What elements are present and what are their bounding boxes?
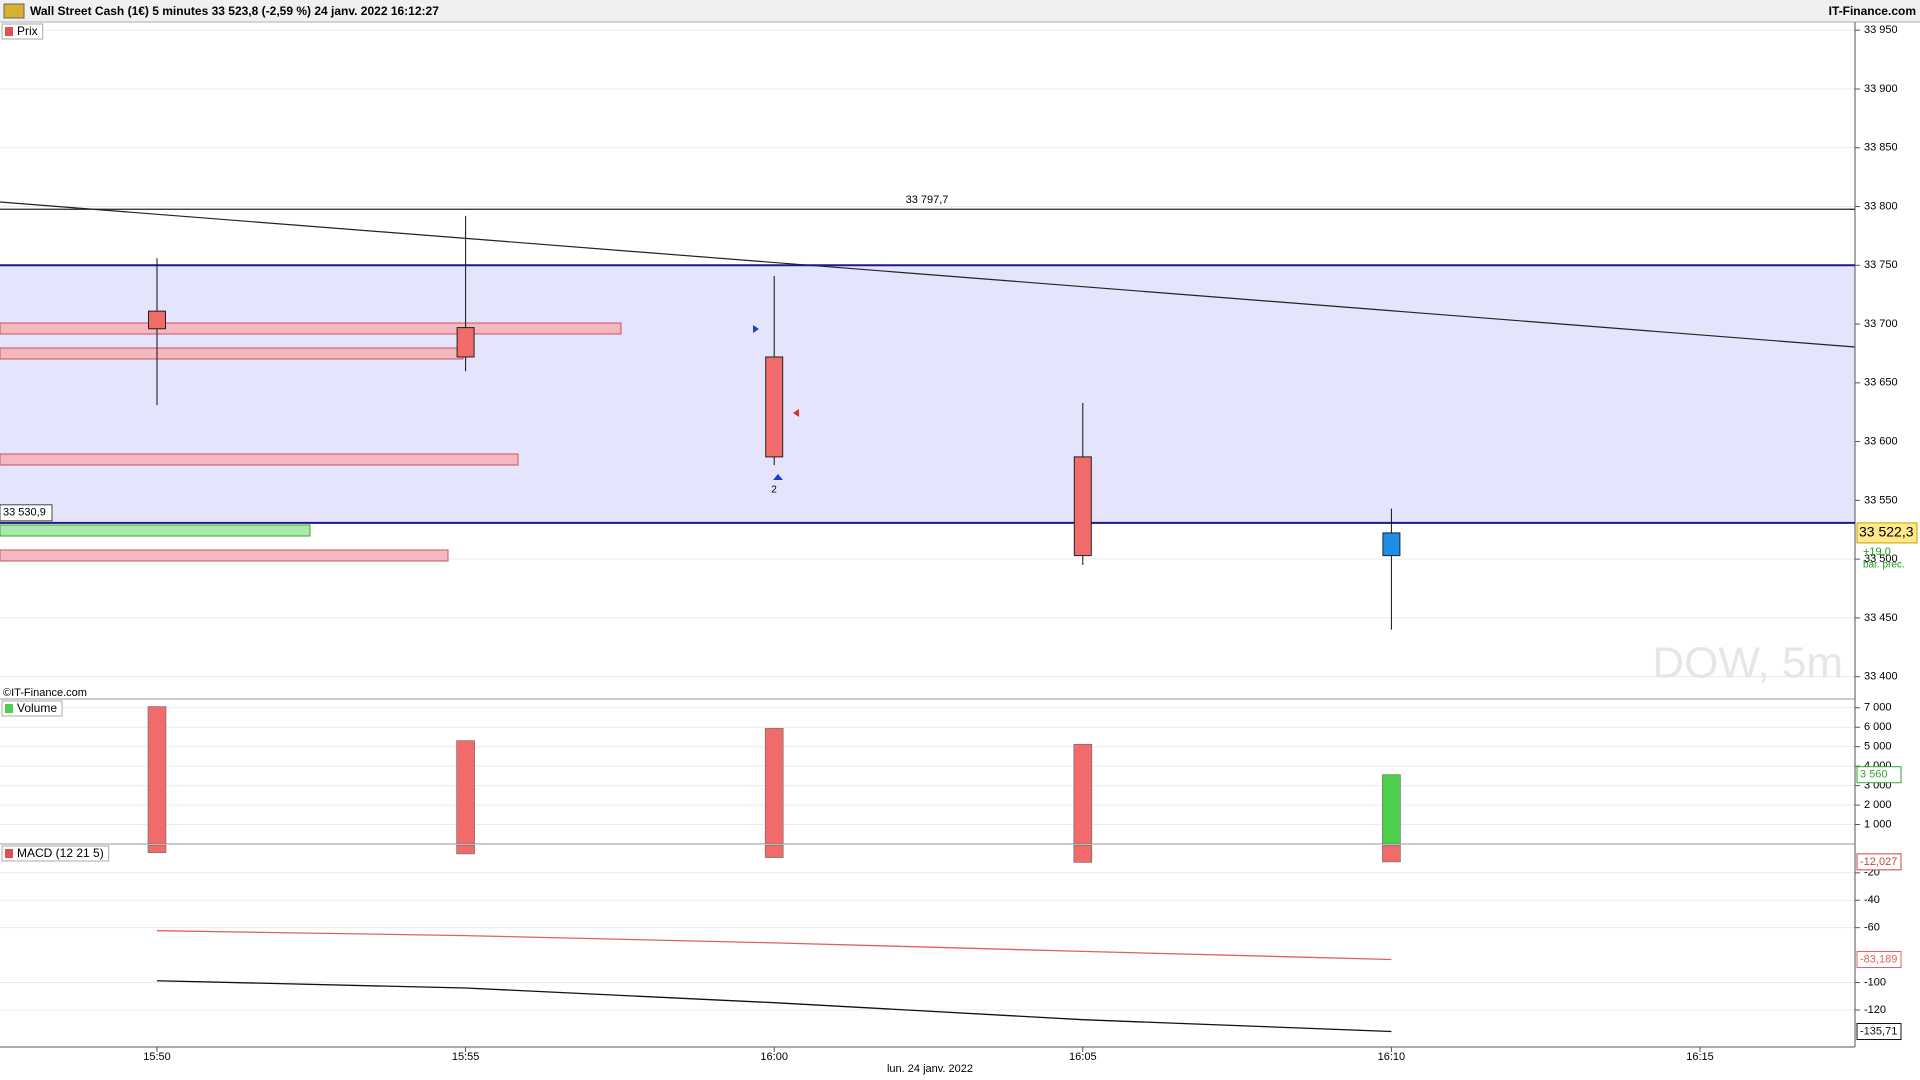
panel-title: Volume xyxy=(17,701,57,715)
background-layer xyxy=(0,29,1855,1048)
macd-line xyxy=(156,930,1392,961)
signal-arrow xyxy=(753,325,759,333)
axis-value-label: 3 560 xyxy=(1860,769,1888,781)
y-tick-label: 33 800 xyxy=(1864,200,1898,212)
volume-bar xyxy=(456,740,475,845)
y-tick-label: 7 000 xyxy=(1864,702,1892,714)
panel-icon xyxy=(5,704,13,713)
macd-histogram-bar xyxy=(1382,845,1401,863)
candle-body xyxy=(1382,532,1401,557)
y-tick-label: 33 400 xyxy=(1864,671,1898,683)
x-tick-label: 16:00 xyxy=(760,1051,788,1063)
volume-bar xyxy=(147,706,167,845)
axis-value-box xyxy=(1856,1023,1902,1041)
level-label-box xyxy=(0,504,53,522)
y-tick-label: 1 000 xyxy=(1864,818,1892,830)
change-note: bar. prec. xyxy=(1863,560,1905,571)
x-tick-label: 16:05 xyxy=(1069,1051,1097,1063)
x-tick-label: 16:10 xyxy=(1378,1051,1406,1063)
trend-line xyxy=(0,201,1856,348)
panel-icon xyxy=(5,849,13,858)
header-source: IT-Finance.com xyxy=(1829,4,1916,18)
axis-value-box xyxy=(1856,853,1902,871)
watermark: DOW, 5m xyxy=(1652,639,1843,688)
panel-title: Prix xyxy=(17,24,38,38)
candle-body xyxy=(765,356,784,458)
panel-title-box xyxy=(1,845,110,862)
change-label: +19,0 xyxy=(1863,546,1891,558)
axis-value-label: -12,027 xyxy=(1860,856,1897,868)
y-tick-label: 33 750 xyxy=(1864,259,1898,271)
level-bar xyxy=(0,549,449,562)
last-price-box xyxy=(1856,522,1918,544)
level-label: 33 530,9 xyxy=(3,507,46,519)
y-tick-label: -40 xyxy=(1864,894,1880,906)
zone xyxy=(0,265,1855,523)
axis-value-label: -83,189 xyxy=(1860,953,1897,965)
header-title: Wall Street Cash (1€) 5 minutes 33 523,8… xyxy=(30,4,439,18)
y-tick-label: -120 xyxy=(1864,1004,1886,1016)
y-tick-label: 33 850 xyxy=(1864,142,1898,154)
app-icon xyxy=(3,3,25,19)
macd-histogram-bar xyxy=(1073,845,1093,863)
candle-body xyxy=(456,327,475,358)
volume-bar xyxy=(1382,774,1401,845)
level-bar xyxy=(0,347,464,360)
signal-arrow xyxy=(793,409,799,417)
candle-body xyxy=(148,310,166,330)
y-tick-label: 33 500 xyxy=(1864,553,1898,565)
marker-label: 2 xyxy=(771,485,777,496)
panel-title: MACD (12 21 5) xyxy=(17,846,104,860)
panel-title-box xyxy=(1,700,63,717)
x-tick-label: 16:15 xyxy=(1686,1051,1714,1063)
macd-line xyxy=(156,980,1392,1033)
y-tick-label: 33 900 xyxy=(1864,83,1898,95)
level-label: 33 797,7 xyxy=(906,194,949,206)
level-bar xyxy=(0,453,519,466)
header-bar xyxy=(0,0,1920,22)
y-tick-label: 33 550 xyxy=(1864,494,1898,506)
signal-arrow xyxy=(773,474,783,480)
price-levels xyxy=(0,201,1856,562)
y-tick-label: -100 xyxy=(1864,976,1886,988)
candle-body xyxy=(1073,456,1092,557)
axis-value-box xyxy=(1856,950,1902,968)
y-tick-label: 2 000 xyxy=(1864,799,1892,811)
y-tick-label: 33 650 xyxy=(1864,377,1898,389)
x-axis-label: lun. 24 janv. 2022 xyxy=(887,1063,973,1075)
foreground-layer: 2 33 400 33 450 33 500 33 550 33 600 33 650 33… xyxy=(0,22,1918,1075)
y-tick-label: 33 700 xyxy=(1864,318,1898,330)
y-tick-label: 6 000 xyxy=(1864,721,1892,733)
level-bar xyxy=(0,322,622,335)
panel-icon xyxy=(5,27,13,36)
axis-value-label: -135,71 xyxy=(1860,1025,1897,1037)
y-tick-label: -60 xyxy=(1864,922,1880,934)
axis-value-box xyxy=(1856,766,1902,784)
level-bar xyxy=(0,524,311,537)
y-tick-label: 33 600 xyxy=(1864,436,1898,448)
last-price-label: 33 522,3 xyxy=(1859,524,1914,540)
x-tick-label: 15:55 xyxy=(452,1051,480,1063)
y-tick-label: 33 950 xyxy=(1864,24,1898,36)
y-tick-label: 33 450 xyxy=(1864,612,1898,624)
macd-histogram-bar xyxy=(147,845,167,853)
macd-histogram-bar xyxy=(764,845,784,858)
volume-bar xyxy=(1073,743,1093,845)
volume-bar xyxy=(764,728,784,845)
copyright: ©IT-Finance.com xyxy=(3,687,87,699)
macd-histogram-bar xyxy=(456,845,475,855)
x-tick-label: 15:50 xyxy=(143,1051,171,1063)
y-tick-label: 5 000 xyxy=(1864,741,1892,753)
